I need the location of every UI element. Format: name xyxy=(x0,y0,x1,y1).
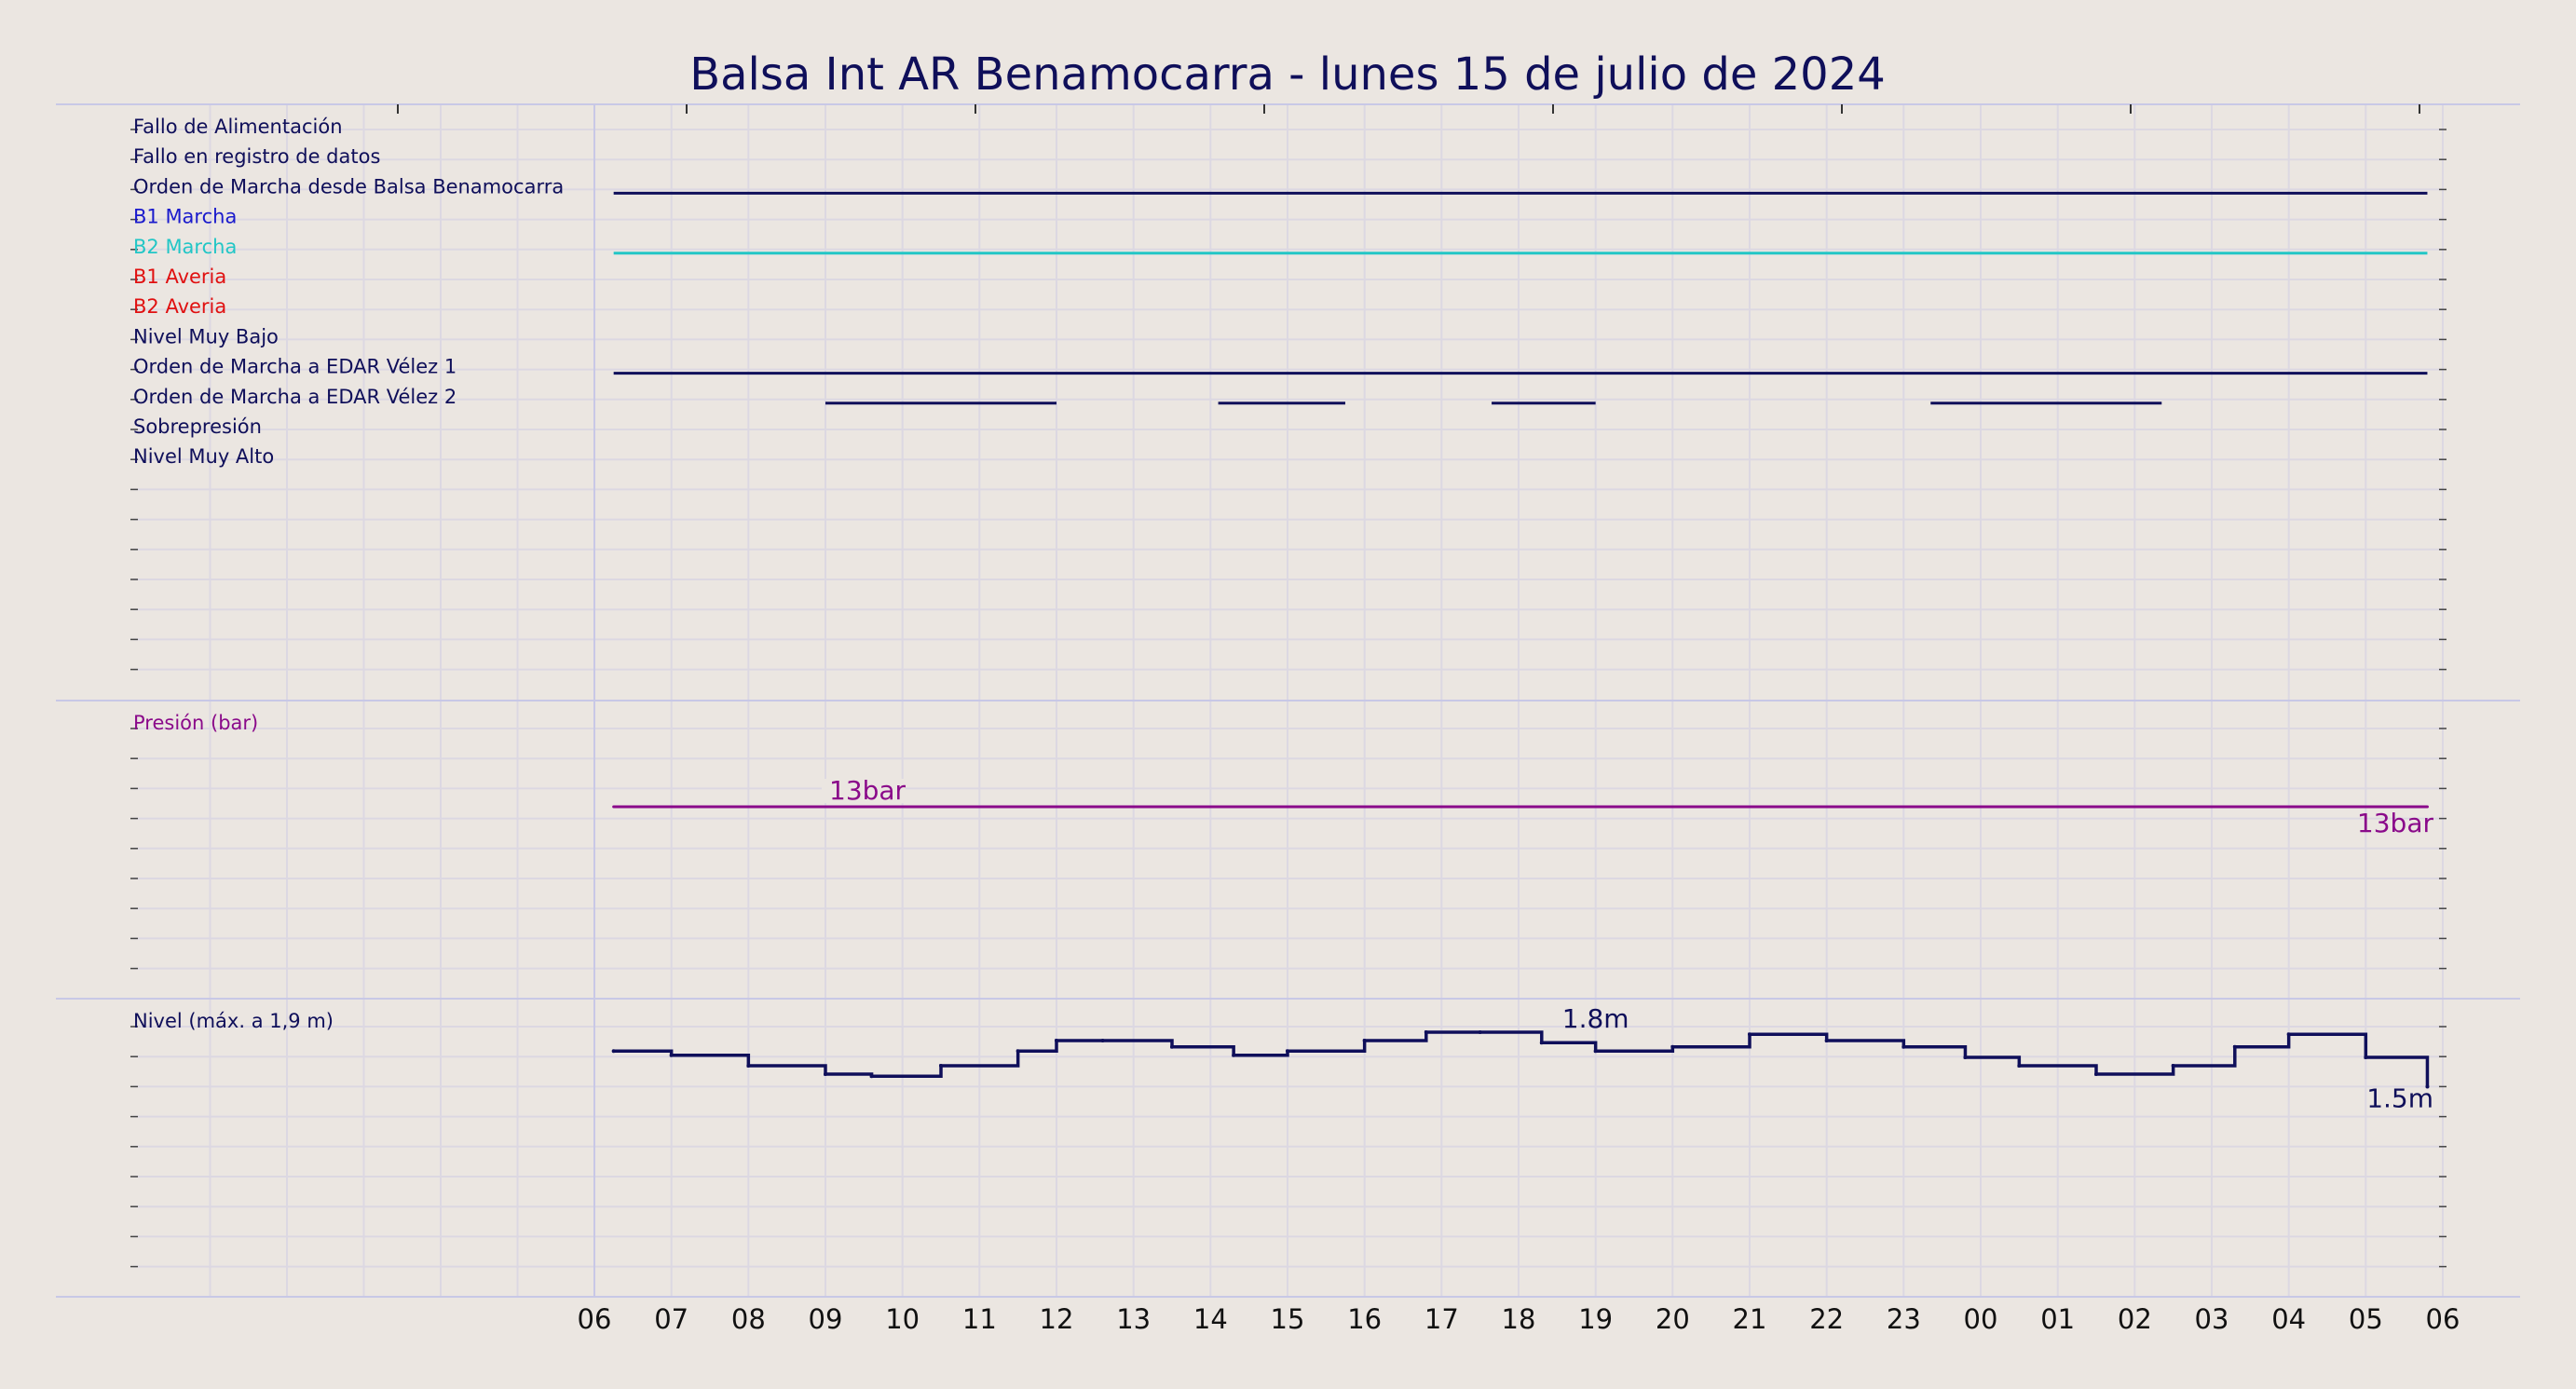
signal-label: Orden de Marcha a EDAR Vélez 2 xyxy=(133,386,457,408)
x-tick-label: 08 xyxy=(731,1303,766,1335)
signal-label: B2 Averia xyxy=(133,295,226,318)
x-tick-label: 12 xyxy=(1040,1303,1074,1335)
pressure-point xyxy=(612,805,616,809)
x-tick-label: 04 xyxy=(2271,1303,2306,1335)
chart-title: Balsa Int AR Benamocarra - lunes 15 de j… xyxy=(689,48,1886,101)
pressure-annotation: 13bar xyxy=(829,775,906,806)
level-point xyxy=(869,1074,874,1079)
signal-label: B1 Marcha xyxy=(133,206,237,228)
x-tick-label: 09 xyxy=(809,1303,843,1335)
x-tick-label: 14 xyxy=(1193,1303,1228,1335)
level-point xyxy=(1824,1039,1829,1042)
x-tick-label: 22 xyxy=(1809,1303,1844,1335)
level-point xyxy=(1232,1053,1236,1057)
level-axis-label: Nivel (máx. a 1,9 m) xyxy=(133,1010,334,1032)
pressure-point xyxy=(862,805,865,809)
level-point xyxy=(611,1049,616,1054)
level-point xyxy=(2286,1032,2291,1037)
pressure-point xyxy=(708,805,712,809)
level-point xyxy=(1362,1039,1367,1042)
level-line xyxy=(613,1030,2430,1087)
x-tick-label: 15 xyxy=(1271,1303,1305,1335)
x-tick-label: 06 xyxy=(2426,1303,2460,1335)
signal-label: B1 Averia xyxy=(133,266,226,288)
x-tick-label: 21 xyxy=(1733,1303,1767,1335)
pressure-axis-label: Presión (bar) xyxy=(133,712,258,734)
signal-label: Orden de Marcha desde Balsa Benamocarra xyxy=(133,175,564,197)
level-point xyxy=(2425,1084,2430,1089)
x-tick-label: 23 xyxy=(1887,1303,1921,1335)
level-point xyxy=(746,1064,751,1068)
x-tick-label: 18 xyxy=(1502,1303,1536,1335)
level-point xyxy=(1424,1030,1428,1034)
signal-label: Nivel Muy Bajo xyxy=(133,325,279,347)
x-tick-label: 13 xyxy=(1116,1303,1151,1335)
x-tick-label: 07 xyxy=(654,1303,688,1335)
level-point xyxy=(1170,1044,1174,1049)
pressure-annotation: 13bar xyxy=(2357,808,2434,838)
level-annotation: 1.8m xyxy=(1562,1003,1629,1034)
level-point xyxy=(669,1053,674,1057)
signal-label: Orden de Marcha a EDAR Vélez 1 xyxy=(133,356,457,378)
pressure-annotation-bg xyxy=(822,779,906,803)
signal-label: B2 Marcha xyxy=(133,236,237,258)
level-point xyxy=(1100,1039,1105,1042)
signal-label: Fallo de Alimentación xyxy=(133,116,343,138)
level-point xyxy=(1015,1049,1020,1054)
signal-label: Fallo en registro de datos xyxy=(133,145,380,168)
signal-labels: Fallo de Alimentación Fallo en registro d… xyxy=(133,116,564,1032)
signal-label: Sobrepresión xyxy=(133,415,262,438)
pressure-point xyxy=(2172,805,2175,809)
level-point xyxy=(1670,1044,1675,1049)
level-point xyxy=(939,1064,943,1068)
x-tick-label: 10 xyxy=(885,1303,920,1335)
level-point xyxy=(2094,1072,2098,1076)
level-point xyxy=(1748,1032,1751,1037)
level-point xyxy=(1901,1044,1906,1049)
pressure-point xyxy=(1232,805,1235,809)
level-point xyxy=(2171,1064,2175,1068)
pressure-point xyxy=(1670,805,1674,809)
x-tick-labels: 06 07 08 09 10 11 12 13 14 15 16 17 18 19 20 21 22 23 00 01… xyxy=(578,1303,2460,1335)
x-tick-label: 11 xyxy=(962,1303,997,1335)
signal-label: Nivel Muy Alto xyxy=(133,445,274,468)
level-annotation: 1.5m xyxy=(2366,1083,2433,1114)
x-tick-label: 05 xyxy=(2349,1303,2383,1335)
level-point xyxy=(1963,1055,1968,1059)
x-tick-label: 03 xyxy=(2195,1303,2229,1335)
x-tick-label: 19 xyxy=(1578,1303,1613,1335)
x-tick-label: 06 xyxy=(578,1303,612,1335)
pressure-point xyxy=(1170,805,1174,809)
x-tick-label: 20 xyxy=(1656,1303,1690,1335)
axes xyxy=(56,103,2520,1298)
data-series: 13bar 13bar 1.8m 1.5m xyxy=(611,191,2434,1114)
level-point xyxy=(1286,1049,1289,1054)
x-tick-label: 16 xyxy=(1347,1303,1382,1335)
x-tick-label: 01 xyxy=(2040,1303,2075,1335)
x-tick-label: 02 xyxy=(2118,1303,2152,1335)
level-point xyxy=(1055,1039,1058,1042)
level-point xyxy=(2232,1044,2237,1049)
level-point xyxy=(1593,1049,1598,1054)
level-point xyxy=(2017,1064,2022,1068)
level-point xyxy=(2364,1055,2368,1059)
pressure-point xyxy=(2425,805,2429,809)
x-tick-label: 17 xyxy=(1424,1303,1459,1335)
level-point xyxy=(1478,1030,1482,1034)
pressure-point xyxy=(785,805,789,809)
level-point xyxy=(824,1072,827,1076)
level-point xyxy=(1539,1041,1544,1045)
x-tick-label: 00 xyxy=(1964,1303,1998,1335)
